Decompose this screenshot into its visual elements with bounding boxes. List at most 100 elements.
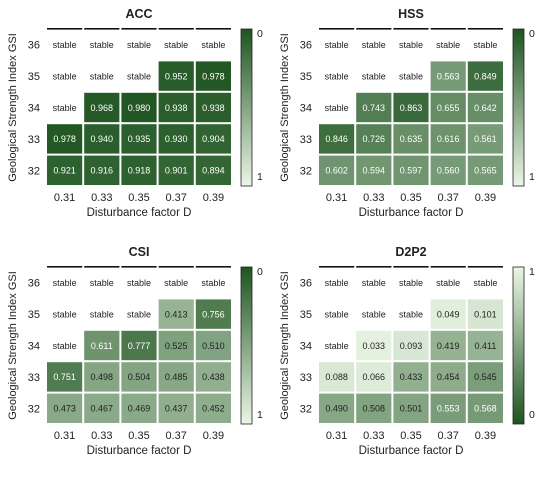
heatmap-cell xyxy=(47,155,83,185)
heatmap-cell xyxy=(158,299,194,329)
x-tick-label: 0.39 xyxy=(203,192,224,204)
cell-label: 0.452 xyxy=(202,404,225,414)
cell-label: 0.413 xyxy=(165,309,188,319)
heatmap-cell xyxy=(356,30,392,60)
y-tick-label: 35 xyxy=(300,71,312,83)
cell-label: stable xyxy=(399,40,423,50)
cell-label: stable xyxy=(436,40,460,50)
y-tick-label: 33 xyxy=(300,372,312,384)
cell-label: stable xyxy=(399,278,423,288)
y-tick-label: 33 xyxy=(28,134,40,146)
heatmap-cell xyxy=(158,362,194,392)
heatmap-cell xyxy=(467,299,503,329)
heatmap-cell xyxy=(121,362,157,392)
y-tick-label: 36 xyxy=(300,40,312,52)
heatmap-cell xyxy=(467,330,503,361)
heatmap-cell xyxy=(430,268,466,298)
y-tick-label: 36 xyxy=(300,278,312,290)
heatmap-cell xyxy=(121,268,157,298)
heatmap-cell xyxy=(356,155,392,185)
y-tick-label: 36 xyxy=(28,278,40,290)
heatmap-cell xyxy=(195,61,231,91)
cell-label: 0.419 xyxy=(437,341,460,351)
y-tick-label: 36 xyxy=(28,40,40,52)
cell-label: 0.563 xyxy=(437,71,460,81)
cell-label: 0.921 xyxy=(53,166,76,176)
cell-label: 0.498 xyxy=(91,372,114,382)
heatmap-cell xyxy=(319,268,355,298)
cell-label: 0.655 xyxy=(437,103,460,113)
x-tick-label: 0.37 xyxy=(437,430,458,442)
heatmap-cell xyxy=(356,330,392,361)
cell-label: 0.940 xyxy=(91,134,114,144)
cell-label: 0.066 xyxy=(363,372,386,382)
cell-label: 0.935 xyxy=(128,134,151,144)
cell-label: 0.978 xyxy=(53,134,76,144)
y-axis-label: Geological Strength Index GSI xyxy=(7,33,19,182)
x-tick-label: 0.31 xyxy=(54,430,75,442)
y-tick-label: 35 xyxy=(28,309,40,321)
y-tick-label: 33 xyxy=(300,134,312,146)
heatmap-cell xyxy=(158,330,194,361)
x-tick-label: 0.39 xyxy=(475,430,496,442)
heatmap-cell xyxy=(195,268,231,298)
x-axis-label: Disturbance factor D xyxy=(359,445,464,457)
cell-label: stable xyxy=(325,309,349,319)
heatmap-cell xyxy=(430,92,466,123)
cell-label: 0.469 xyxy=(128,404,151,414)
x-axis-label: Disturbance factor D xyxy=(87,207,192,219)
heatmap-cell xyxy=(195,362,231,392)
x-axis-label: Disturbance factor D xyxy=(359,207,464,219)
cell-label: 0.863 xyxy=(400,103,423,113)
heatmap-cell xyxy=(356,92,392,123)
cell-label: 0.743 xyxy=(363,103,386,113)
y-tick-label: 32 xyxy=(28,165,40,177)
heatmap-cell xyxy=(356,299,392,329)
y-tick-label: 34 xyxy=(28,103,40,115)
cell-label: 0.525 xyxy=(165,341,188,351)
colorbar-tick-label: 0 xyxy=(529,28,535,40)
cell-label: 0.454 xyxy=(437,372,460,382)
cell-label: 0.049 xyxy=(437,309,460,319)
heatmap-cell xyxy=(47,124,83,154)
heatmap-cell xyxy=(47,299,83,329)
heatmap-cell xyxy=(393,393,429,423)
colorbar-tick-label: 0 xyxy=(257,266,263,278)
cell-label: 0.642 xyxy=(474,103,497,113)
heatmap-cell xyxy=(319,362,355,392)
column-header-line xyxy=(47,266,83,268)
x-tick-label: 0.39 xyxy=(475,192,496,204)
column-header-line xyxy=(47,28,83,30)
heatmap-cell xyxy=(121,299,157,329)
heatmap-cell xyxy=(158,124,194,154)
chart-title: ACC xyxy=(125,7,152,21)
cell-label: 0.553 xyxy=(437,404,460,414)
cell-label: 0.490 xyxy=(325,404,348,414)
column-header-line xyxy=(319,28,355,30)
heatmap-cell xyxy=(393,268,429,298)
cell-label: stable xyxy=(127,309,151,319)
heatmap-cell xyxy=(393,30,429,60)
cell-label: 0.504 xyxy=(128,372,151,382)
cell-label: stable xyxy=(90,40,114,50)
heatmap-cell xyxy=(84,268,120,298)
heatmap-cell xyxy=(195,299,231,329)
cell-label: 0.433 xyxy=(400,372,423,382)
y-axis-label: Geological Strength Index GSI xyxy=(279,33,291,182)
x-tick-label: 0.33 xyxy=(91,430,112,442)
heatmap-cell xyxy=(319,124,355,154)
cell-label: stable xyxy=(362,309,386,319)
column-header-line xyxy=(393,28,429,30)
heatmap-cell xyxy=(47,362,83,392)
cell-label: 0.901 xyxy=(165,166,188,176)
cell-label: 0.485 xyxy=(165,372,188,382)
column-header-line xyxy=(121,28,157,30)
heatmap-cell xyxy=(430,299,466,329)
heatmap-cell xyxy=(195,393,231,423)
cell-label: stable xyxy=(362,278,386,288)
cell-label: stable xyxy=(164,278,188,288)
y-tick-label: 34 xyxy=(300,103,312,115)
cell-label: stable xyxy=(53,103,77,113)
heatmap-cell xyxy=(319,30,355,60)
